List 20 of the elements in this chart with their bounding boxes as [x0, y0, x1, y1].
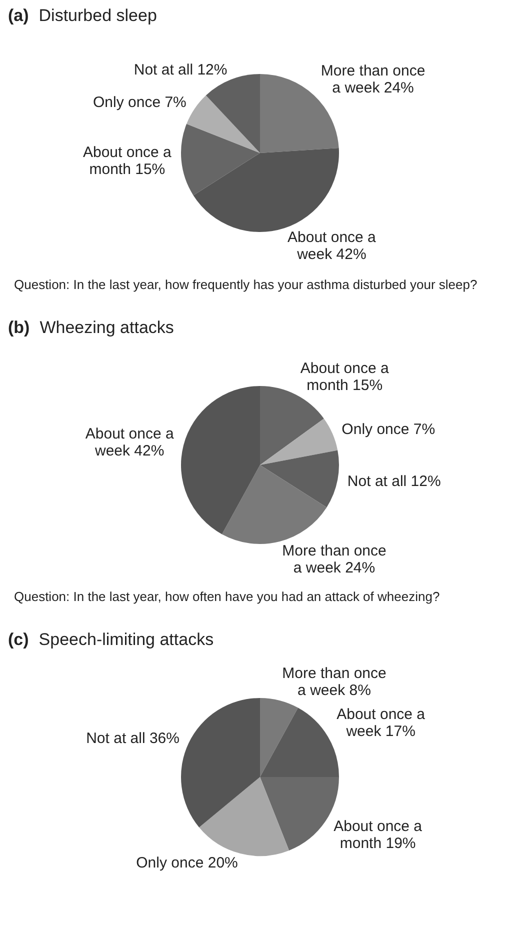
- slice-label: Not at all 12%: [134, 61, 228, 78]
- slice-label: Not at all 12%: [347, 472, 441, 490]
- slice-label: Not at all 36%: [86, 730, 180, 748]
- chart-title: (a) Disturbed sleep: [7, 5, 158, 27]
- slice-label: More than once a week 8%: [282, 664, 386, 699]
- text: Question: In the last year, how often have you had an attack of wheezing?: [13, 588, 441, 606]
- slice-label: About once a week 17%: [336, 706, 426, 740]
- slice-label: More than once a week 24%: [320, 62, 426, 96]
- chart-title: (c) Speech-limiting attacks: [7, 629, 215, 651]
- slice-label: Only once 20%: [136, 854, 238, 872]
- slice-label: About once a week 42%: [85, 426, 174, 460]
- slice-label: Only once 7%: [93, 94, 186, 112]
- slice-label: About once a month 19%: [334, 818, 423, 852]
- slice-label: About once a week 42%: [288, 228, 377, 263]
- text: Question: In the last year, how frequently has your asthma disturbed your sleep?: [13, 276, 478, 294]
- slice-label: About once a month 15%: [300, 360, 390, 394]
- slice-label: About once a month 15%: [82, 144, 172, 178]
- slice-label: Only once 7%: [342, 420, 436, 438]
- slice-label: More than once a week 24%: [282, 542, 386, 576]
- chart-title: (b) Wheezing attacks: [7, 317, 175, 339]
